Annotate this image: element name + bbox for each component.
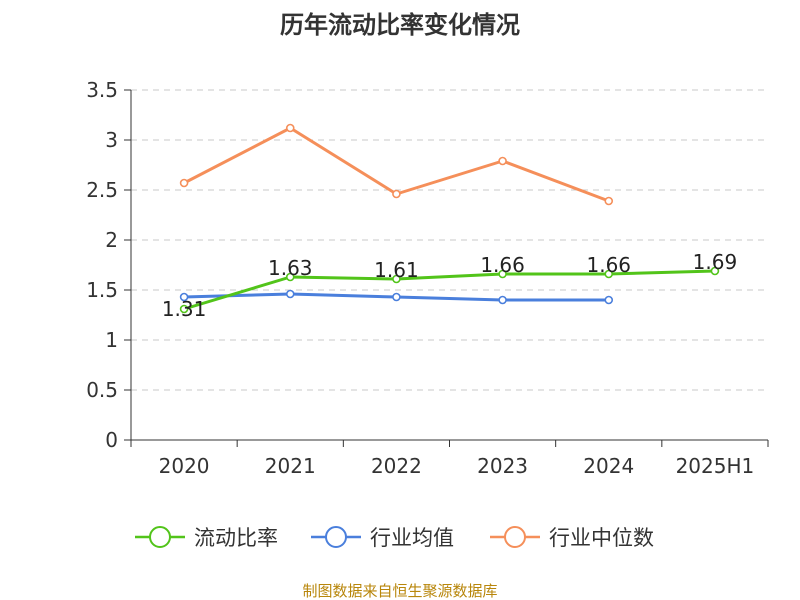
x-tick-label: 2021 — [265, 454, 316, 478]
data-label: 1.66 — [480, 253, 525, 277]
source-footer: 制图数据来自恒生聚源数据库 — [302, 582, 497, 600]
data-label: 1.31 — [162, 297, 207, 321]
axes: 0 0.5 1 1.5 2 2.5 3 3.5 2020 2021 2022 2023 2024 2025… — [86, 78, 769, 478]
x-tick-label: 2022 — [371, 454, 422, 478]
data-point — [392, 189, 401, 199]
y-tick-label: 1 — [105, 328, 118, 352]
legend-circle-marker — [325, 526, 347, 548]
y-tick-label: 2.5 — [86, 178, 118, 202]
data-label: 1.69 — [693, 250, 738, 274]
data-point — [498, 156, 507, 166]
data-point — [285, 272, 295, 282]
data-point — [392, 292, 401, 302]
legend-circle-marker — [149, 526, 171, 548]
y-tick-label: 3.5 — [86, 78, 118, 102]
y-tick-label: 0.5 — [86, 378, 118, 402]
x-tick-label: 2024 — [583, 454, 634, 478]
legend: 流动比率 行业均值 行业中位数 — [135, 526, 654, 550]
y-tick-label: 3 — [105, 128, 118, 152]
x-tick-label: 2023 — [477, 454, 528, 478]
data-point — [604, 269, 614, 279]
data-label: 1.61 — [374, 258, 419, 282]
chart-title: 历年流动比率变化情况 — [280, 11, 520, 39]
series-lines — [179, 123, 720, 314]
y-tick-label: 0 — [105, 428, 118, 452]
grid-lines — [131, 89, 768, 391]
data-point — [604, 295, 614, 305]
data-point — [498, 295, 507, 305]
y-tick-label: 2 — [105, 228, 118, 252]
legend-label: 流动比率 — [194, 526, 278, 550]
x-tick-label: 2025H1 — [676, 454, 755, 478]
data-point — [498, 269, 507, 279]
data-point — [710, 266, 720, 276]
data-point — [179, 178, 189, 188]
data-point — [604, 196, 614, 206]
legend-circle-marker — [504, 526, 526, 548]
data-point — [285, 289, 295, 299]
data-label: 1.63 — [268, 256, 313, 280]
legend-label: 行业中位数 — [549, 526, 654, 550]
y-tick-label: 1.5 — [86, 278, 118, 302]
data-label: 1.66 — [586, 253, 631, 277]
data-point — [392, 274, 401, 284]
series-line-1 — [183, 269, 715, 311]
data-labels: 1.31 1.63 1.61 1.66 1.66 1.69 — [162, 250, 737, 321]
data-point — [285, 123, 295, 133]
data-point — [179, 292, 189, 302]
x-tick-label: 2020 — [159, 454, 210, 478]
data-point — [179, 304, 189, 314]
legend-label: 行业均值 — [370, 526, 454, 550]
